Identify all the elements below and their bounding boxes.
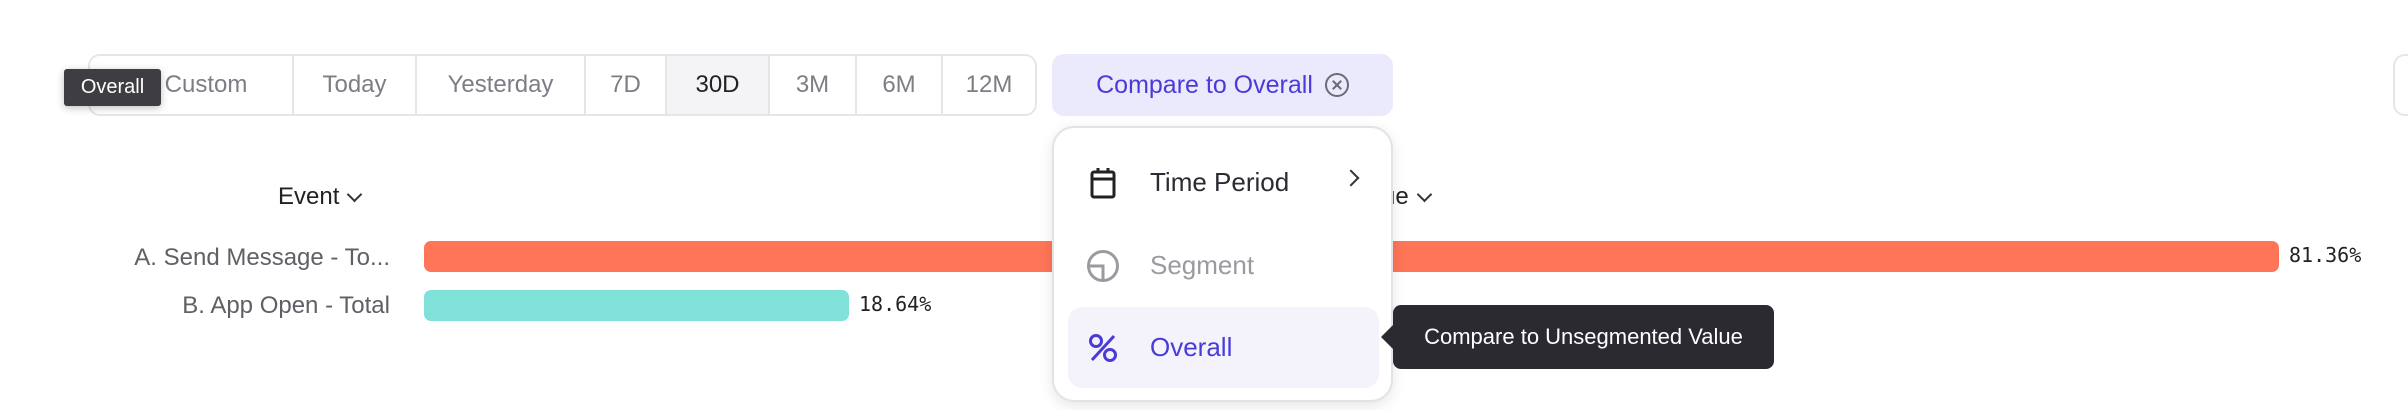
menu-item-overall[interactable]: Overall [1068, 307, 1379, 388]
date-range-selector: Custom Today Yesterday 7D 30D 3M 6M 12M [88, 54, 1037, 116]
compare-label: Compare to Overall [1096, 70, 1313, 99]
date-option-12m[interactable]: 12M [965, 71, 1013, 98]
compare-to-overall-button[interactable]: Compare to Overall [1052, 54, 1393, 116]
chevron-down-icon [1416, 186, 1432, 202]
date-option-7d[interactable]: 7D [586, 56, 667, 114]
date-option-yesterday[interactable]: Yesterday [417, 56, 586, 114]
value-label-a: 81.36% [2289, 243, 2362, 267]
menu-item-segment[interactable]: Segment [1068, 225, 1379, 306]
event-header-label: Event [278, 183, 340, 210]
calendar-icon [1086, 167, 1120, 199]
option-label: Custom [164, 71, 248, 98]
menu-item-label: Overall [1150, 332, 1233, 362]
row-label-a: A. Send Message - To... [134, 244, 390, 271]
date-option-today[interactable]: Today [294, 56, 417, 114]
value-label-b: 18.64% [859, 292, 932, 316]
row-label-b: B. App Open - Total [182, 292, 390, 319]
close-circle-icon[interactable] [1324, 73, 1349, 97]
percent-icon [1086, 333, 1120, 363]
compare-menu: Time Period Segment Overall [1052, 126, 1393, 402]
overall-hover-tooltip: Overall [64, 69, 161, 106]
toolbar-button-right[interactable] [2393, 54, 2408, 116]
segment-pie-icon [1086, 249, 1120, 283]
date-option-6m[interactable]: 6M [857, 56, 943, 114]
menu-item-time-period[interactable]: Time Period [1068, 142, 1379, 223]
compare-unsegmented-tooltip: Compare to Unsegmented Value [1381, 305, 1774, 369]
event-column-header[interactable]: Event [278, 183, 363, 211]
chevron-down-icon [347, 186, 363, 202]
date-option-30d[interactable]: 30D [667, 56, 770, 114]
date-option-3m[interactable]: 3M [770, 56, 857, 114]
bar-app-open[interactable] [424, 290, 849, 321]
menu-item-label: Time Period [1150, 167, 1290, 197]
chevron-right-icon [1342, 169, 1360, 187]
menu-item-label: Segment [1150, 250, 1255, 280]
date-option-custom[interactable]: Custom [90, 56, 294, 114]
